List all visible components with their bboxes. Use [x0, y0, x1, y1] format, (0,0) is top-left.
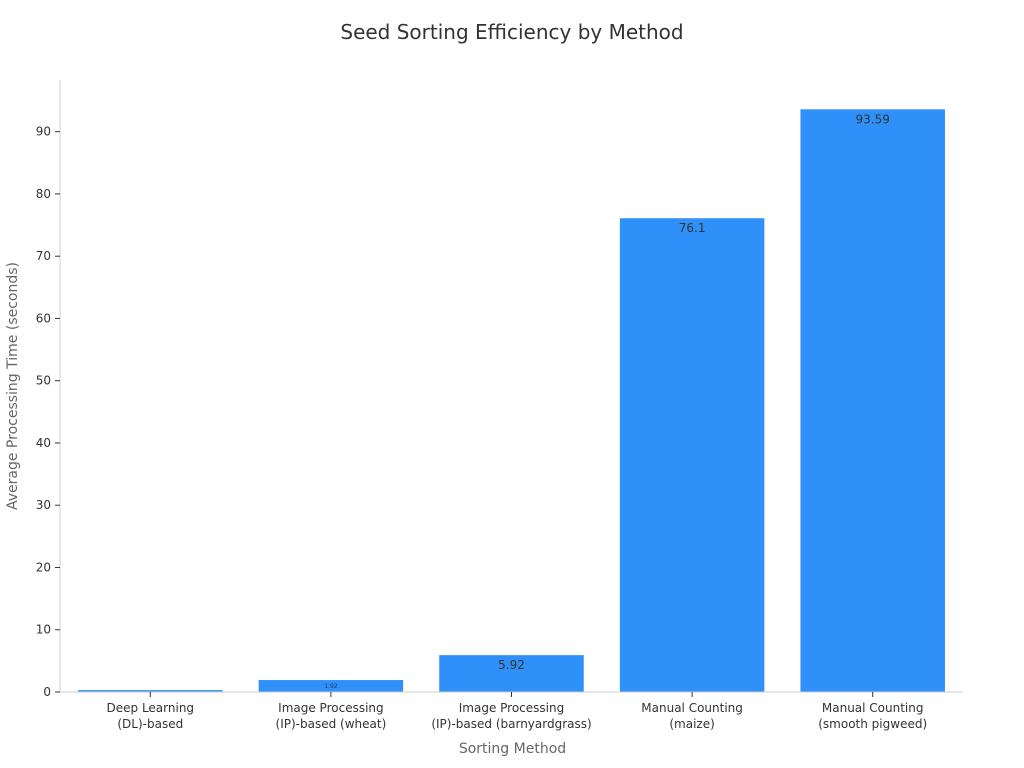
- y-axis-title: Average Processing Time (seconds): [5, 261, 21, 511]
- x-tick-label: Image Processing: [459, 701, 564, 715]
- y-tick-label: 60: [36, 311, 51, 325]
- x-tick-label: Image Processing: [278, 701, 383, 715]
- y-tick-label: 70: [36, 249, 51, 263]
- y-tick-label: 30: [36, 498, 51, 512]
- x-tick-label: (DL)-based: [117, 717, 183, 731]
- bar[interactable]: [439, 655, 584, 692]
- y-tick-label: 90: [36, 125, 51, 139]
- bar[interactable]: [619, 218, 765, 693]
- x-tick-label: (IP)-based (barnyardgrass): [431, 717, 591, 731]
- y-tick-label: 40: [36, 436, 51, 450]
- y-tick-label: 10: [36, 623, 51, 637]
- x-tick-label: (IP)-based (wheat): [276, 717, 387, 731]
- x-tick-label: (maize): [669, 717, 714, 731]
- data-label: 76.1: [679, 221, 706, 235]
- bar[interactable]: [800, 109, 945, 692]
- y-tick-label: 0: [43, 685, 51, 699]
- x-tick-label: Manual Counting: [641, 701, 743, 715]
- y-tick-label: 20: [36, 560, 51, 574]
- x-tick-label: Manual Counting: [822, 701, 924, 715]
- chart-title: Seed Sorting Efficiency by Method: [340, 20, 684, 44]
- x-tick-label: Deep Learning: [107, 701, 195, 715]
- y-tick-label: 50: [36, 374, 51, 388]
- data-label: 93.59: [856, 112, 890, 126]
- x-axis-title: Sorting Method: [458, 741, 567, 757]
- data-label: 5.92: [498, 658, 525, 672]
- y-tick-label: 80: [36, 187, 51, 201]
- bar[interactable]: [258, 680, 404, 692]
- data-label: 1.92: [324, 683, 338, 690]
- x-tick-label: (smooth pigweed): [818, 717, 927, 731]
- bar[interactable]: [78, 690, 223, 692]
